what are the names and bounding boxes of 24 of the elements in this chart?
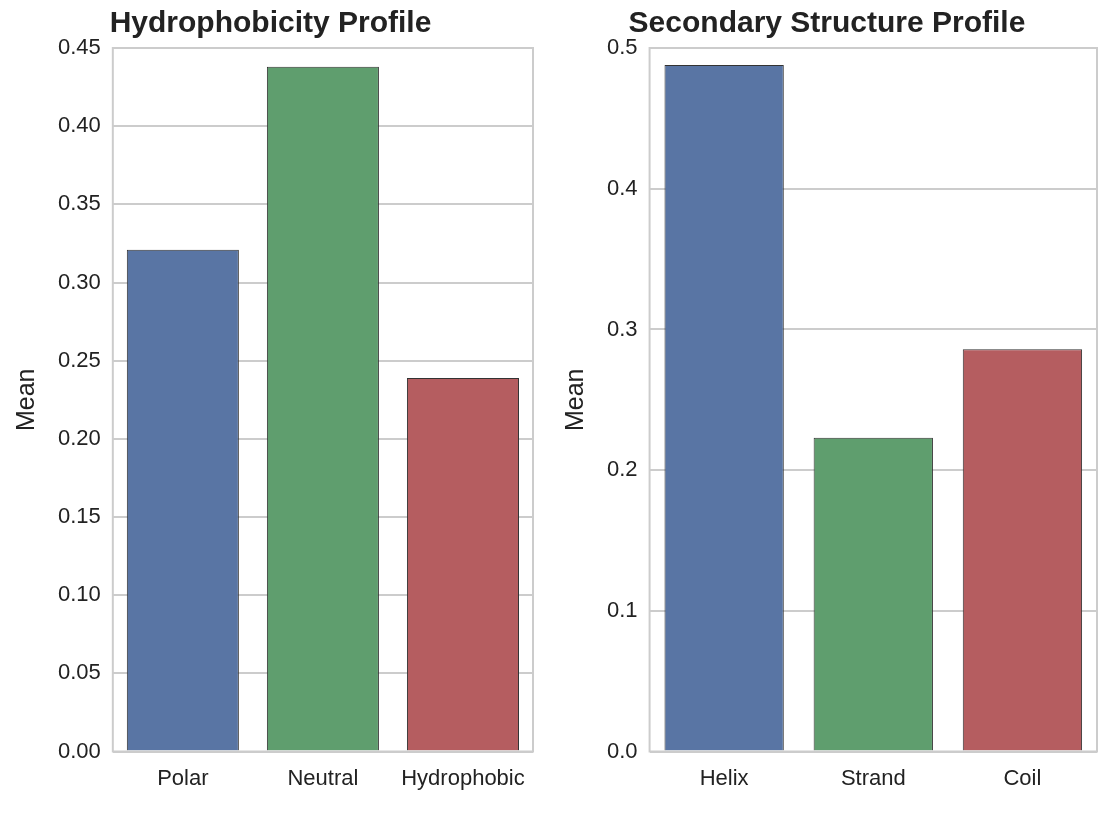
y-tick-label: 0.40 — [57, 112, 101, 138]
y-axis-title: Mean — [559, 368, 588, 432]
x-tick-label: Neutral — [287, 764, 359, 790]
y-tick-label: 0.00 — [57, 737, 101, 763]
y-tick-label: 0.15 — [57, 503, 101, 529]
y-tick-label: 0.2 — [606, 456, 638, 482]
x-tick-label: Helix — [699, 764, 749, 790]
x-tick-label: Polar — [157, 764, 209, 790]
y-tick-label: 0.0 — [606, 737, 638, 763]
y-tick-label: 0.3 — [606, 315, 638, 341]
y-tick-label: 0.05 — [57, 659, 101, 685]
y-tick-label: 0.30 — [57, 268, 101, 294]
y-axis-title: Mean — [10, 368, 39, 432]
x-tick-label: Hydrophobic — [401, 764, 525, 790]
x-tick-label: Coil — [1003, 764, 1042, 790]
y-tick-label: 0.35 — [57, 190, 101, 216]
y-tick-label: 0.45 — [57, 34, 101, 60]
y-tick-label: 0.25 — [57, 346, 101, 372]
chart-title: Hydrophobicity Profile — [109, 5, 432, 39]
y-tick-label: 0.4 — [606, 174, 638, 200]
x-tick-label: Strand — [840, 764, 906, 790]
y-tick-label: 0.10 — [57, 581, 101, 607]
y-tick-label: 0.1 — [606, 596, 638, 622]
y-tick-label: 0.20 — [57, 424, 101, 450]
